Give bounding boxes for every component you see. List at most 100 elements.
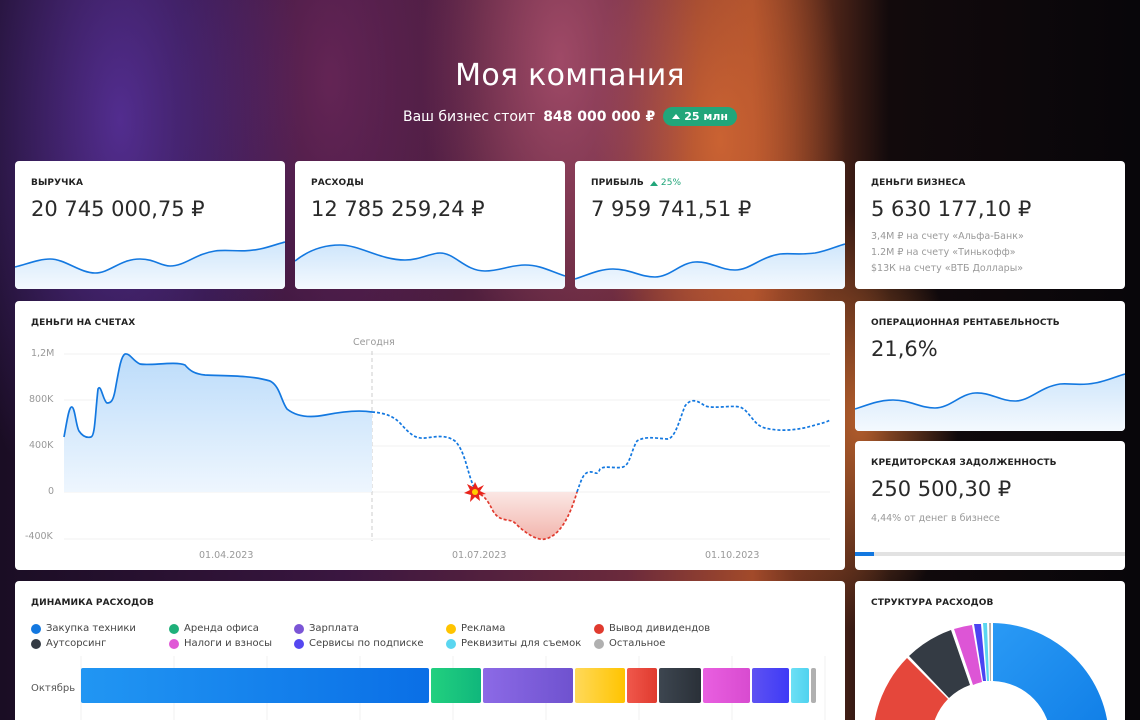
legend-dot-icon xyxy=(294,623,304,634)
y-tick: -400K xyxy=(25,531,53,542)
legend-dot-icon xyxy=(169,623,179,634)
bar-segment-office-rent[interactable] xyxy=(431,668,481,703)
expense-donut-chart xyxy=(874,622,1108,720)
op-margin-sparkline xyxy=(855,373,1125,431)
legend-dot-icon xyxy=(446,623,456,634)
profit-sparkline xyxy=(575,243,845,289)
accounts-line-chart xyxy=(63,351,831,541)
expense-structure-card[interactable]: СТРУКТУРА РАСХОДОВ xyxy=(855,581,1125,720)
expenses-card[interactable]: РАСХОДЫ 12 785 259,24 ₽ xyxy=(295,161,565,289)
profit-delta-value: 25% xyxy=(660,178,682,188)
expense-stacked-bar xyxy=(81,668,816,703)
legend-dot-icon xyxy=(169,638,179,649)
arrow-up-icon xyxy=(672,114,681,119)
legend-dot-icon xyxy=(31,638,41,649)
x-tick: 01.07.2023 xyxy=(452,550,507,561)
bar-segment-props[interactable] xyxy=(791,668,809,703)
legend-label: Налоги и взносы xyxy=(184,638,273,649)
profit-value: 7 959 741,51 ₽ xyxy=(591,197,752,221)
expense-legend: Закупка техники Аренда офиса Зарплата Ре… xyxy=(31,623,711,649)
legend-label: Реклама xyxy=(461,623,506,634)
donut-slice-props xyxy=(983,622,989,681)
business-worth: Ваш бизнес стоит 848 000 000 ₽ 25 млн xyxy=(0,107,1140,126)
payables-progress-bar xyxy=(855,552,1125,556)
accounts-chart-label: ДЕНЬГИ НА СЧЕТАХ xyxy=(31,318,136,328)
page-header: Моя компания Ваш бизнес стоит 848 000 00… xyxy=(0,58,1140,126)
donut-slice-hardware xyxy=(993,623,1108,720)
accounts-chart-card[interactable]: ДЕНЬГИ НА СЧЕТАХ 1,2M 800K 400K 0 -400K … xyxy=(15,301,845,570)
legend-dot-icon xyxy=(294,638,304,649)
y-tick: 0 xyxy=(48,486,55,497)
profit-label: ПРИБЫЛЬ xyxy=(591,178,644,188)
payables-progress-fill xyxy=(855,552,874,556)
legend-label: Вывод дивидендов xyxy=(609,623,711,634)
payables-value: 250 500,30 ₽ xyxy=(871,477,1012,501)
op-margin-value: 21,6% xyxy=(871,337,938,361)
x-tick: 01.10.2023 xyxy=(705,550,760,561)
bar-row-label: Октябрь xyxy=(31,683,76,694)
bar-segment-advertising[interactable] xyxy=(575,668,625,703)
legend-dot-icon xyxy=(446,638,456,649)
revenue-label: ВЫРУЧКА xyxy=(31,178,84,188)
bar-segment-subscriptions[interactable] xyxy=(752,668,789,703)
legend-item[interactable]: Зарплата xyxy=(294,623,446,634)
arrow-up-icon xyxy=(649,180,658,186)
legend-item[interactable]: Закупка техники xyxy=(31,623,169,634)
payables-note: 4,44% от денег в бизнесе xyxy=(871,513,1000,524)
legend-item[interactable]: Вывод дивидендов xyxy=(594,623,714,634)
legend-item[interactable]: Сервисы по подписке xyxy=(294,638,446,649)
donut-slice-dividends xyxy=(874,658,948,720)
y-tick: 400K xyxy=(29,440,54,451)
legend-item[interactable]: Реквизиты для съемок xyxy=(446,638,594,649)
worth-value: 848 000 000 ₽ xyxy=(543,108,656,125)
worth-prefix: Ваш бизнес стоит xyxy=(402,108,536,125)
profit-label-row: ПРИБЫЛЬ 25% xyxy=(591,178,681,188)
revenue-card[interactable]: ВЫРУЧКА 20 745 000,75 ₽ xyxy=(15,161,285,289)
legend-item[interactable]: Реклама xyxy=(446,623,594,634)
legend-label: Аренда офиса xyxy=(184,623,259,634)
legend-label: Остальное xyxy=(609,638,666,649)
profit-delta: 25% xyxy=(649,178,682,188)
donut-slice-other xyxy=(989,622,991,681)
x-tick: 01.04.2023 xyxy=(199,550,254,561)
expense-structure-label: СТРУКТУРА РАСХОДОВ xyxy=(871,598,994,608)
expense-dynamics-card[interactable]: ДИНАМИКА РАСХОДОВ Закупка техники Аренда… xyxy=(15,581,845,720)
payables-card[interactable]: КРЕДИТОРСКАЯ ЗАДОЛЖЕННОСТЬ 250 500,30 ₽ … xyxy=(855,441,1125,570)
legend-item[interactable]: Налоги и взносы xyxy=(169,638,294,649)
revenue-sparkline xyxy=(15,241,285,289)
expenses-sparkline xyxy=(295,244,565,289)
explosion-icon xyxy=(464,482,486,502)
y-tick: 1,2M xyxy=(31,348,55,359)
legend-item[interactable]: Остальное xyxy=(594,638,714,649)
legend-label: Реквизиты для съемок xyxy=(461,638,582,649)
op-margin-label: ОПЕРАЦИОННАЯ РЕНТАБЕЛЬНОСТЬ xyxy=(871,318,1060,328)
account-vtb: $13К на счету «ВТБ Доллары» xyxy=(871,263,1024,274)
today-marker-label: Сегодня xyxy=(353,337,395,348)
bar-segment-dividends[interactable] xyxy=(627,668,657,703)
expense-dynamics-label: ДИНАМИКА РАСХОДОВ xyxy=(31,598,154,608)
bar-segment-hardware[interactable] xyxy=(81,668,429,703)
account-list: 3,4М ₽ на счету «Альфа-Банк» 1.2М ₽ на с… xyxy=(871,229,1024,277)
legend-label: Зарплата xyxy=(309,623,359,634)
y-tick: 800K xyxy=(29,394,54,405)
op-margin-card[interactable]: ОПЕРАЦИОННАЯ РЕНТАБЕЛЬНОСТЬ 21,6% xyxy=(855,301,1125,431)
donut-slice-subscriptions xyxy=(974,623,986,681)
bar-segment-taxes[interactable] xyxy=(703,668,750,703)
legend-label: Закупка техники xyxy=(46,623,136,634)
profit-card[interactable]: ПРИБЫЛЬ 25% 7 959 741,51 ₽ xyxy=(575,161,845,289)
worth-change-badge: 25 млн xyxy=(663,107,738,126)
legend-item[interactable]: Аренда офиса xyxy=(169,623,294,634)
bar-segment-outsourcing[interactable] xyxy=(659,668,701,703)
business-money-card[interactable]: ДЕНЬГИ БИЗНЕСА 5 630 177,10 ₽ 3,4М ₽ на … xyxy=(855,161,1125,289)
page-title: Моя компания xyxy=(455,58,685,93)
business-money-label: ДЕНЬГИ БИЗНЕСА xyxy=(871,178,966,188)
bar-segment-other[interactable] xyxy=(811,668,816,703)
bar-segment-salary[interactable] xyxy=(483,668,573,703)
business-money-value: 5 630 177,10 ₽ xyxy=(871,197,1032,221)
payables-label: КРЕДИТОРСКАЯ ЗАДОЛЖЕННОСТЬ xyxy=(871,458,1057,468)
account-tinkoff: 1.2М ₽ на счету «Тинькофф» xyxy=(871,247,1016,258)
expenses-value: 12 785 259,24 ₽ xyxy=(311,197,485,221)
legend-dot-icon xyxy=(31,623,41,634)
legend-label: Сервисы по подписке xyxy=(309,638,424,649)
legend-item[interactable]: Аутсорсинг xyxy=(31,638,169,649)
